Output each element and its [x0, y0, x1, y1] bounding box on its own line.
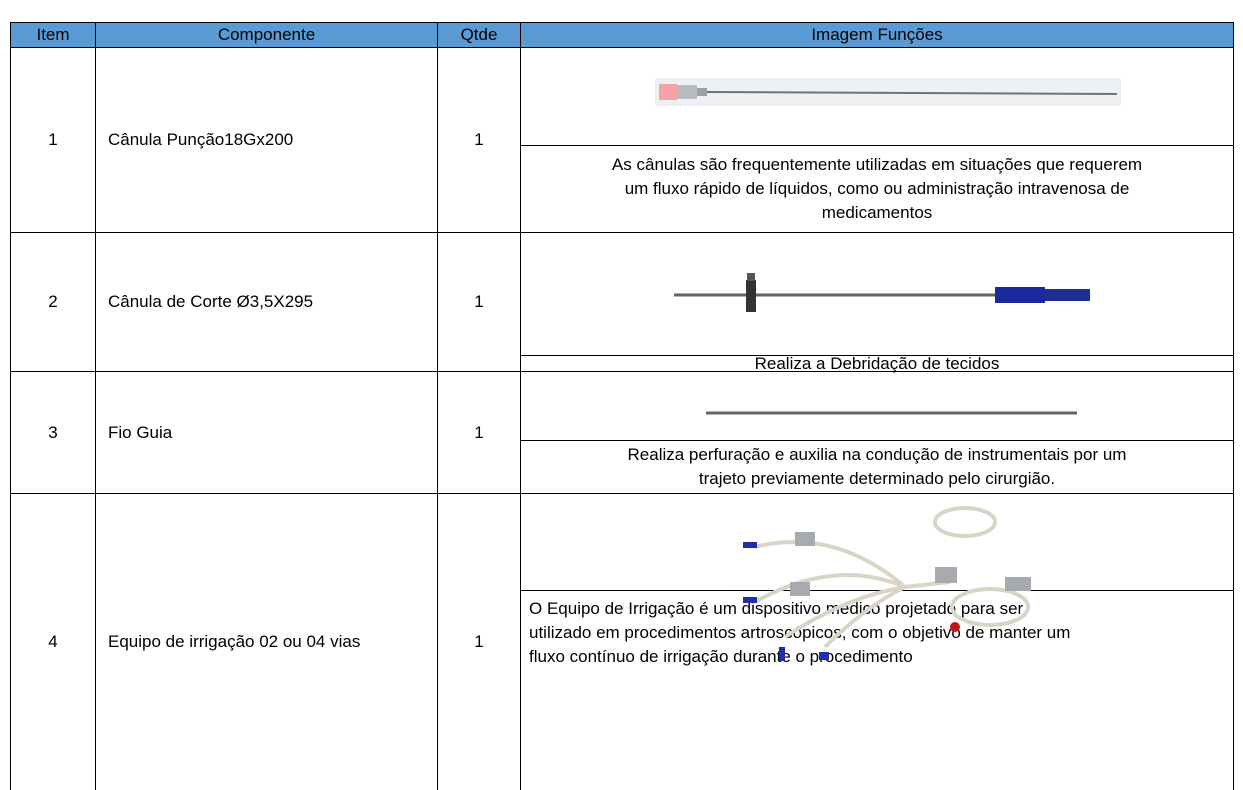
image-cell [520, 371, 1234, 440]
function-line: Realiza a Debridação de tecidos [754, 353, 1000, 373]
header-text: Qtde [460, 25, 498, 44]
header-text: Item [36, 25, 70, 44]
item-cell: 2 [10, 232, 95, 371]
item-number: 4 [48, 632, 58, 651]
qty-cell: 1 [437, 493, 520, 790]
component-cell: Cânula de Corte Ø3,5X295 [95, 232, 437, 371]
item-cell: 3 [10, 371, 95, 493]
qty-cell: 1 [437, 371, 520, 493]
component-name: Cânula de Corte Ø3,5X295 [108, 292, 314, 311]
image-cell [520, 47, 1234, 145]
function-line: trajeto previamente determinado pelo cir… [698, 469, 1056, 488]
function-cell: Realiza a Debridação de tecidos [520, 354, 1234, 373]
item-number: 2 [48, 292, 58, 311]
image-cell [520, 493, 1234, 590]
image-cutting-cannula [674, 273, 1090, 312]
function-cell: O Equipo de Irrigação é um dispositivo m… [520, 590, 1234, 790]
component-name: Equipo de irrigação 02 ou 04 vias [108, 632, 361, 651]
component-cell: Fio Guia [95, 371, 437, 493]
function-line: O Equipo de Irrigação é um dispositivo m… [529, 599, 1024, 618]
header-text: Componente [217, 25, 316, 44]
quantity: 1 [474, 292, 484, 311]
header-cell: Imagem Funções [520, 22, 1234, 47]
function-cell: As cânulas são frequentemente utilizadas… [520, 145, 1234, 232]
function-line: utilizado em procedimentos artroscópicos… [529, 623, 1071, 642]
function-line: medicamentos [821, 203, 933, 222]
image-guide-wire [706, 411, 1077, 415]
function-line: fluxo contínuo de irrigação durante o pr… [529, 647, 913, 666]
quantity: 1 [474, 130, 484, 149]
quantity: 1 [474, 632, 484, 651]
function-line: As cânulas são frequentemente utilizadas… [611, 155, 1143, 174]
page: Item Componente Qtde Imagem Funções 1 Cânula … [10, 22, 1234, 790]
quantity: 1 [474, 422, 484, 442]
component-cell: Cânula Punção18Gx200 [95, 47, 437, 232]
image-cell [520, 232, 1234, 355]
function-cell: Realiza perfuração e auxilia na condução… [520, 440, 1234, 493]
function-line: Realiza perfuração e auxilia na condução… [627, 445, 1127, 464]
item-number: 3 [48, 422, 58, 442]
header-cell: Item [10, 22, 95, 47]
qty-cell: 1 [437, 232, 520, 371]
image-irrigation-set [743, 506, 1031, 661]
header-text: Imagem Funções [811, 25, 943, 44]
qty-cell: 1 [437, 47, 520, 232]
item-number: 1 [48, 130, 58, 149]
header-cell: Qtde [437, 22, 520, 47]
component-name: Cânula Punção18Gx200 [108, 130, 294, 149]
component-cell: Equipo de irrigação 02 ou 04 vias [95, 493, 437, 790]
item-cell: 1 [10, 47, 95, 232]
function-line: um fluxo rápido de líquidos, como ou adm… [624, 179, 1130, 198]
component-name: Fio Guia [108, 422, 173, 442]
item-cell: 4 [10, 493, 95, 790]
header-cell: Componente [95, 22, 437, 47]
image-puncture-cannula [655, 78, 1121, 106]
